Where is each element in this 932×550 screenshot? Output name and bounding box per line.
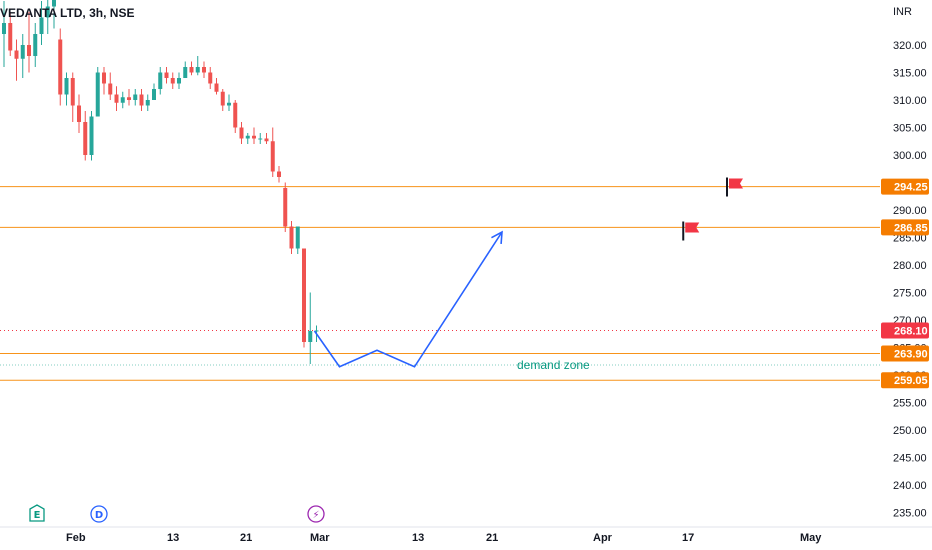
svg-text:⚡: ⚡: [312, 510, 319, 521]
price-tick-label: 235.00: [893, 508, 927, 520]
last-price-badge: [881, 322, 929, 339]
candle-body: [295, 226, 300, 249]
time-tick-label: 21: [240, 532, 252, 544]
level-price-badge: [881, 178, 929, 195]
candle-body: [227, 102, 231, 106]
time-tick-label: May: [800, 532, 822, 544]
flag-icon: [729, 178, 743, 189]
candle-body: [239, 127, 244, 139]
time-tick-label: 13: [412, 532, 424, 544]
candle-body: [52, 0, 56, 7]
candle-body: [139, 94, 144, 106]
candle-body: [214, 83, 219, 92]
candle-body: [258, 138, 263, 140]
level-price-badge: [881, 219, 929, 236]
candle-body: [114, 94, 119, 103]
level-price-label: 259.05: [894, 375, 928, 387]
candle-body: [233, 102, 238, 128]
price-tick-label: 240.00: [893, 480, 927, 492]
projection-path: [313, 231, 503, 368]
candle-body: [33, 34, 38, 56]
price-tick-label: 255.00: [893, 398, 927, 410]
candle-body: [2, 23, 6, 34]
candle-body: [95, 72, 100, 117]
candle-body: [70, 78, 75, 106]
price-tick-label: 315.00: [893, 68, 927, 80]
demand-zone-label: demand zone: [517, 358, 590, 372]
candle-body: [120, 97, 125, 103]
candle-body: [164, 72, 169, 78]
candle-body: [270, 141, 275, 172]
candle-body: [158, 72, 163, 89]
level-price-badge: [881, 345, 929, 362]
svg-text:D: D: [95, 510, 103, 521]
candle-body: [283, 188, 288, 227]
candle-body: [83, 122, 88, 155]
candle-body: [189, 67, 194, 73]
price-tick-label: 280.00: [893, 260, 927, 272]
candle-body: [64, 78, 69, 95]
candle-body: [27, 45, 31, 56]
price-tick-label: 250.00: [893, 425, 927, 437]
price-tick-label: 300.00: [893, 150, 927, 162]
level-price-label: 286.85: [894, 222, 928, 234]
candle-body: [108, 83, 113, 95]
time-tick-label: 13: [167, 532, 179, 544]
price-tick-label: 245.00: [893, 453, 927, 465]
candle-body: [14, 50, 19, 59]
price-tick-label: 285.00: [893, 233, 927, 245]
time-tick-label: 21: [486, 532, 498, 544]
candle-body: [302, 248, 306, 342]
last-price-label: 268.10: [894, 325, 928, 337]
candle-body: [252, 135, 256, 139]
candle-body: [170, 78, 175, 84]
candle-body: [289, 226, 294, 249]
candle-body: [58, 39, 63, 95]
price-tick-label: 320.00: [893, 40, 927, 52]
candle-body: [89, 116, 94, 155]
candle-body: [145, 100, 150, 106]
candle-body: [220, 91, 225, 106]
candle-body: [308, 331, 313, 342]
candle-body: [77, 105, 81, 122]
projection-arrowhead: [491, 230, 503, 245]
earnings-event-icon: E: [29, 504, 45, 522]
candle-body: [264, 138, 269, 142]
candle-body: [183, 67, 188, 78]
symbol-title: VEDANTA LTD, 3h, NSE: [0, 6, 134, 20]
candle-body: [8, 23, 13, 51]
price-tick-label: 290.00: [893, 205, 927, 217]
svg-text:E: E: [34, 510, 41, 521]
price-tick-label: 275.00: [893, 288, 927, 300]
candle-body: [177, 78, 181, 84]
price-tick-label: 305.00: [893, 123, 927, 135]
level-price-label: 294.25: [894, 182, 928, 194]
candle-body: [314, 330, 319, 332]
time-tick-label: Feb: [66, 532, 86, 544]
candle-body: [245, 135, 250, 139]
candle-body: [277, 171, 281, 177]
currency-label: INR: [893, 6, 912, 18]
dividend-event-icon: D: [90, 505, 108, 523]
flag-icon: [685, 222, 700, 233]
time-tick-label: Apr: [593, 532, 613, 544]
candle-body: [152, 89, 156, 100]
time-tick-label: 17: [682, 532, 694, 544]
candle-body: [39, 17, 44, 34]
candle-body: [102, 72, 106, 84]
candle-body: [20, 45, 25, 59]
split-event-icon: ⚡: [307, 505, 325, 523]
level-price-badge: [881, 372, 929, 389]
candle-body: [195, 67, 200, 73]
candle-body: [127, 97, 131, 100]
candle-body: [202, 67, 206, 73]
candle-body: [133, 94, 138, 100]
candle-body: [45, 6, 50, 18]
level-price-label: 263.90: [894, 349, 928, 361]
time-tick-label: Mar: [310, 532, 330, 544]
price-tick-label: 310.00: [893, 95, 927, 107]
candle-body: [208, 72, 213, 84]
